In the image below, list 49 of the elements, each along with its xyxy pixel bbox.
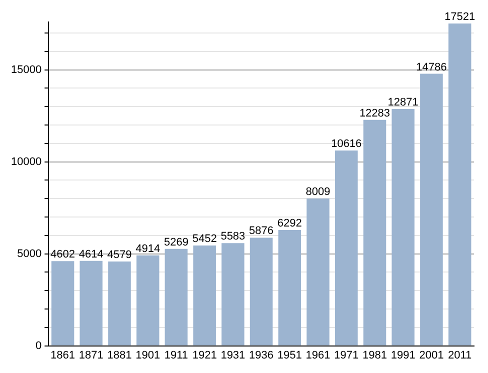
- y-tick-label: 15000: [10, 64, 42, 76]
- y-tick-label: 10000: [10, 156, 42, 168]
- x-tick-label: 1921: [192, 349, 217, 362]
- data-label: 4614: [78, 248, 104, 260]
- bar: [80, 260, 103, 346]
- bar: [250, 238, 273, 346]
- data-label: 5452: [192, 233, 217, 246]
- data-label: 12871: [388, 96, 418, 109]
- data-label: 17521: [444, 10, 476, 23]
- bar: [108, 262, 131, 346]
- data-label: 5583: [220, 230, 246, 243]
- data-label: 4602: [50, 248, 76, 261]
- bar: [278, 230, 302, 346]
- x-tick-label: 1991: [390, 349, 416, 362]
- x-tick-label: 1871: [78, 349, 104, 362]
- bar: [193, 245, 216, 346]
- data-label: 4579: [107, 249, 132, 262]
- x-tick-label: 1901: [136, 349, 160, 362]
- bar: [51, 261, 74, 346]
- x-tick-label: 1951: [277, 349, 302, 362]
- x-tick-label: 1981: [362, 349, 387, 362]
- data-label: 6292: [277, 218, 302, 230]
- data-label: 12283: [359, 107, 390, 120]
- bar: [306, 198, 330, 346]
- data-label: 5876: [249, 225, 274, 238]
- data-label: 8009: [306, 186, 330, 198]
- bar: [222, 243, 244, 346]
- x-tick-label: 1961: [306, 349, 330, 362]
- data-label: 10616: [331, 138, 362, 150]
- data-label: 4914: [136, 242, 160, 255]
- y-tick-label: 0: [35, 340, 42, 352]
- bar: [448, 23, 472, 346]
- data-label: 5269: [164, 236, 188, 248]
- x-tick-label: 1911: [164, 349, 188, 362]
- bar: [164, 248, 188, 346]
- x-tick-label: 2001: [419, 349, 444, 362]
- x-tick-label: 2011: [448, 349, 472, 362]
- x-tick-label: 1861: [50, 349, 76, 362]
- x-tick-label: 1971: [334, 349, 359, 362]
- bar: [363, 120, 386, 346]
- x-tick-label: 1881: [107, 349, 132, 362]
- bar: [420, 74, 443, 346]
- bar: [392, 109, 414, 346]
- y-tick-label: 5000: [17, 248, 42, 260]
- bar: [136, 255, 160, 346]
- x-tick-label: 1931: [220, 349, 246, 362]
- data-label: 14786: [416, 61, 447, 74]
- x-tick-label: 1936: [249, 349, 274, 362]
- bar: [334, 150, 358, 346]
